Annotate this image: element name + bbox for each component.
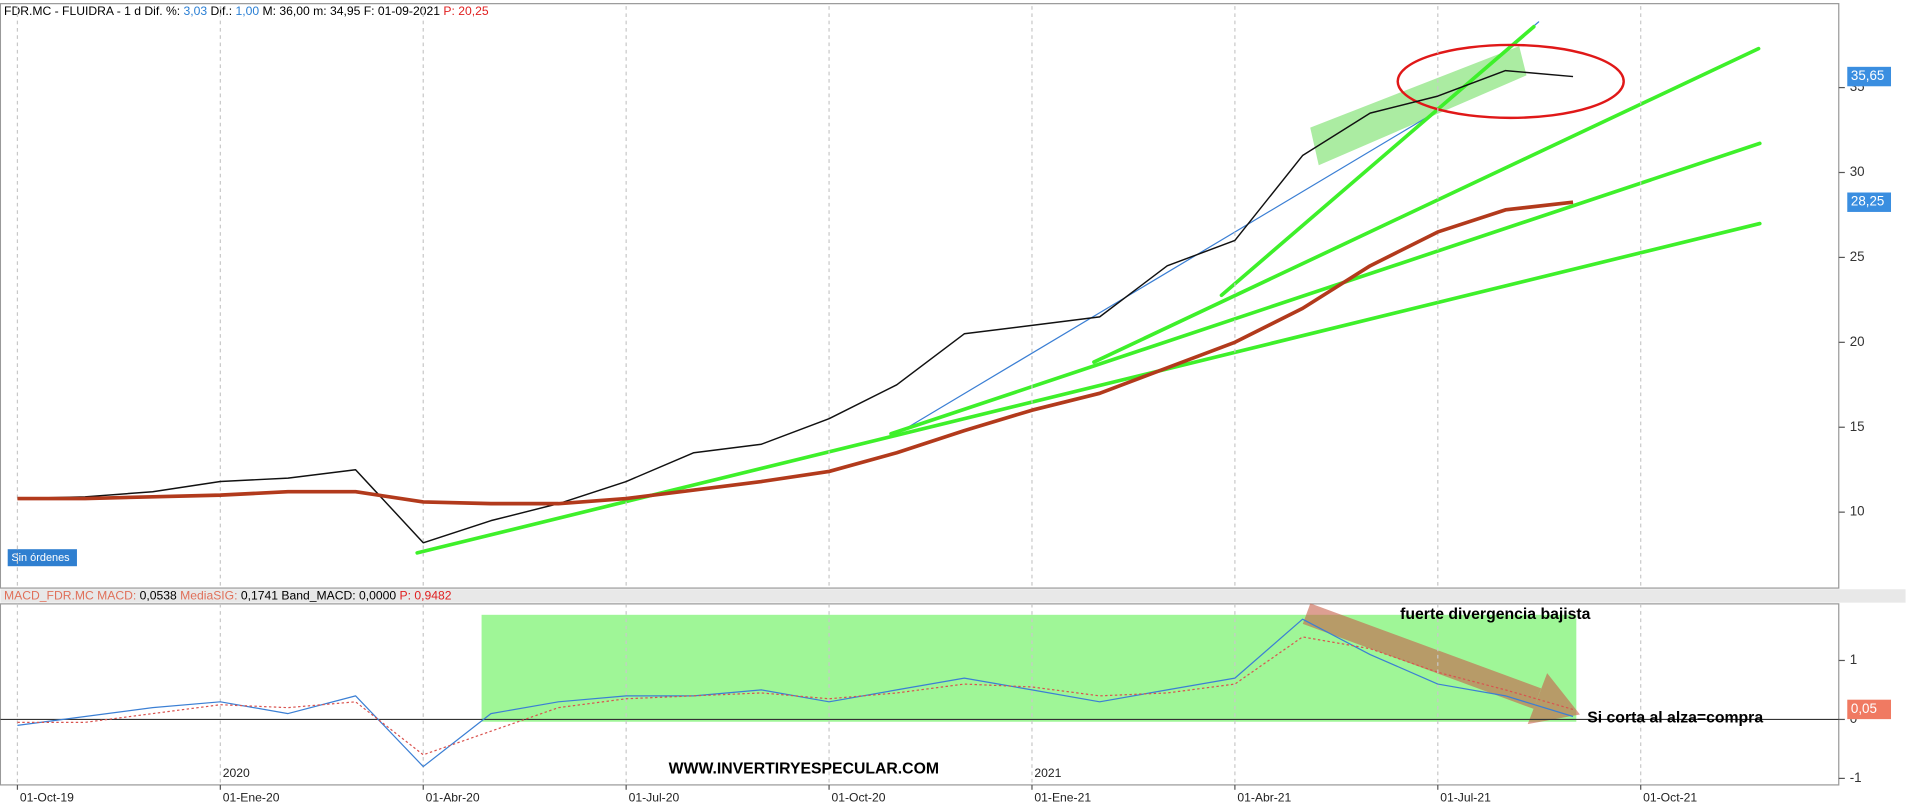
macd-panel (0, 603, 1840, 786)
trend-line-thin (902, 108, 1441, 431)
header-part: 0,1741 (241, 589, 282, 603)
header-part: M: 36,00 m: 34,95 F: 01-09-2021 (262, 4, 443, 18)
x-tick-label: 01-Oct-21 (1643, 790, 1697, 804)
header-part: Dif.: (211, 4, 236, 18)
status-box (7, 549, 77, 567)
x-tick-label: 01-Oct-20 (831, 790, 885, 804)
header-part: FDR.MC - FLUIDRA - 1 d Dif. %: (4, 4, 183, 18)
header-part: 0,0000 (359, 589, 400, 603)
y-tick-label: 1 (1850, 652, 1857, 667)
year-label: 2020 (223, 766, 250, 780)
x-tick-label: 01-Jul-21 (1440, 790, 1491, 804)
header-part: Band_MACD: (281, 589, 359, 603)
last-value-box (1847, 192, 1892, 212)
header-part: MACD_FDR.MC MACD: (4, 589, 140, 603)
header-part: P: 0,9482 (400, 589, 452, 603)
last-value-box (1847, 699, 1892, 720)
y-tick-label: 10 (1850, 504, 1865, 519)
highlight-zone (481, 614, 1577, 722)
annotation: Si corta al alza=compra (1587, 709, 1763, 726)
trend-line (1092, 46, 1761, 364)
header-part: 1,00 (235, 4, 262, 18)
macd-header-bar (0, 589, 1906, 603)
x-tick-label: 01-Jul-20 (629, 790, 680, 804)
annotation: fuerte divergencia bajista (1400, 606, 1591, 623)
header-part: 3,03 (183, 4, 210, 18)
header-part: 0,0538 (140, 589, 181, 603)
arrow-body (1302, 603, 1542, 709)
x-tick-label: 01-Ene-20 (223, 790, 280, 804)
last-value-label: 0,05 (1851, 701, 1877, 716)
series-line (17, 69, 1574, 544)
x-tick-label: 01-Oct-19 (20, 790, 74, 804)
channel (1310, 46, 1527, 166)
y-tick-label: 30 (1850, 164, 1865, 179)
highlight-ellipse (1396, 43, 1625, 120)
trend-line (889, 141, 1762, 436)
series-line (17, 618, 1574, 768)
trend-lines (415, 21, 1762, 555)
last-value-box (1847, 66, 1892, 87)
series-line (17, 636, 1574, 756)
series-line (17, 200, 1574, 506)
last-value-label: 35,65 (1851, 68, 1884, 83)
year-label: 2021 (1034, 766, 1061, 780)
price-header: FDR.MC - FLUIDRA - 1 d Dif. %: 3,03 Dif.… (4, 4, 489, 18)
price-panel (0, 3, 1840, 589)
last-value-label: 28,25 (1851, 194, 1884, 209)
x-tick-label: 01-Ene-21 (1034, 790, 1091, 804)
x-tick-label: 01-Abr-21 (1237, 790, 1291, 804)
trend-line (1219, 24, 1536, 298)
macd-header: MACD_FDR.MC MACD: 0,0538 MediaSIG: 0,174… (4, 589, 452, 603)
y-tick-label: 25 (1850, 249, 1865, 264)
arrow (1302, 603, 1580, 725)
header-part: MediaSIG: (180, 589, 241, 603)
status: Sin órdenes (11, 552, 70, 564)
arrow-head (1527, 673, 1580, 725)
y-tick-label: -1 (1850, 770, 1862, 785)
header-part: P: 20,25 (443, 4, 488, 18)
y-tick-label: 15 (1850, 419, 1865, 434)
x-tick-label: 01-Abr-20 (426, 790, 480, 804)
y-tick-label: 20 (1850, 334, 1865, 349)
annotation: WWW.INVERTIRYESPECULAR.COM (669, 760, 939, 777)
